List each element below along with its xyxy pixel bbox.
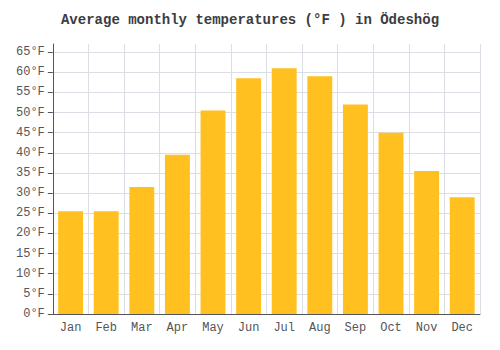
svg-text:Jan: Jan — [60, 321, 82, 335]
svg-text:Aug: Aug — [309, 321, 331, 335]
svg-text:5°F: 5°F — [23, 287, 45, 301]
svg-text:20°F: 20°F — [16, 226, 45, 240]
svg-text:May: May — [202, 321, 224, 335]
svg-text:Average monthly temperatures (: Average monthly temperatures (°F ) in Öd… — [61, 12, 439, 28]
svg-text:Apr: Apr — [167, 321, 189, 335]
svg-text:15°F: 15°F — [16, 247, 45, 261]
svg-text:Jun: Jun — [238, 321, 260, 335]
svg-text:55°F: 55°F — [16, 85, 45, 99]
svg-text:Nov: Nov — [416, 321, 438, 335]
svg-text:Feb: Feb — [95, 321, 117, 335]
svg-text:Mar: Mar — [131, 321, 153, 335]
svg-text:65°F: 65°F — [16, 45, 45, 59]
svg-text:Sep: Sep — [345, 321, 367, 335]
svg-text:40°F: 40°F — [16, 146, 45, 160]
svg-text:30°F: 30°F — [16, 186, 45, 200]
svg-text:Jul: Jul — [273, 321, 295, 335]
svg-text:Dec: Dec — [451, 321, 473, 335]
svg-text:Oct: Oct — [380, 321, 402, 335]
svg-text:0°F: 0°F — [23, 307, 45, 321]
svg-text:60°F: 60°F — [16, 65, 45, 79]
svg-text:50°F: 50°F — [16, 106, 45, 120]
svg-text:25°F: 25°F — [16, 206, 45, 220]
svg-text:45°F: 45°F — [16, 126, 45, 140]
svg-text:10°F: 10°F — [16, 267, 45, 281]
svg-text:35°F: 35°F — [16, 166, 45, 180]
